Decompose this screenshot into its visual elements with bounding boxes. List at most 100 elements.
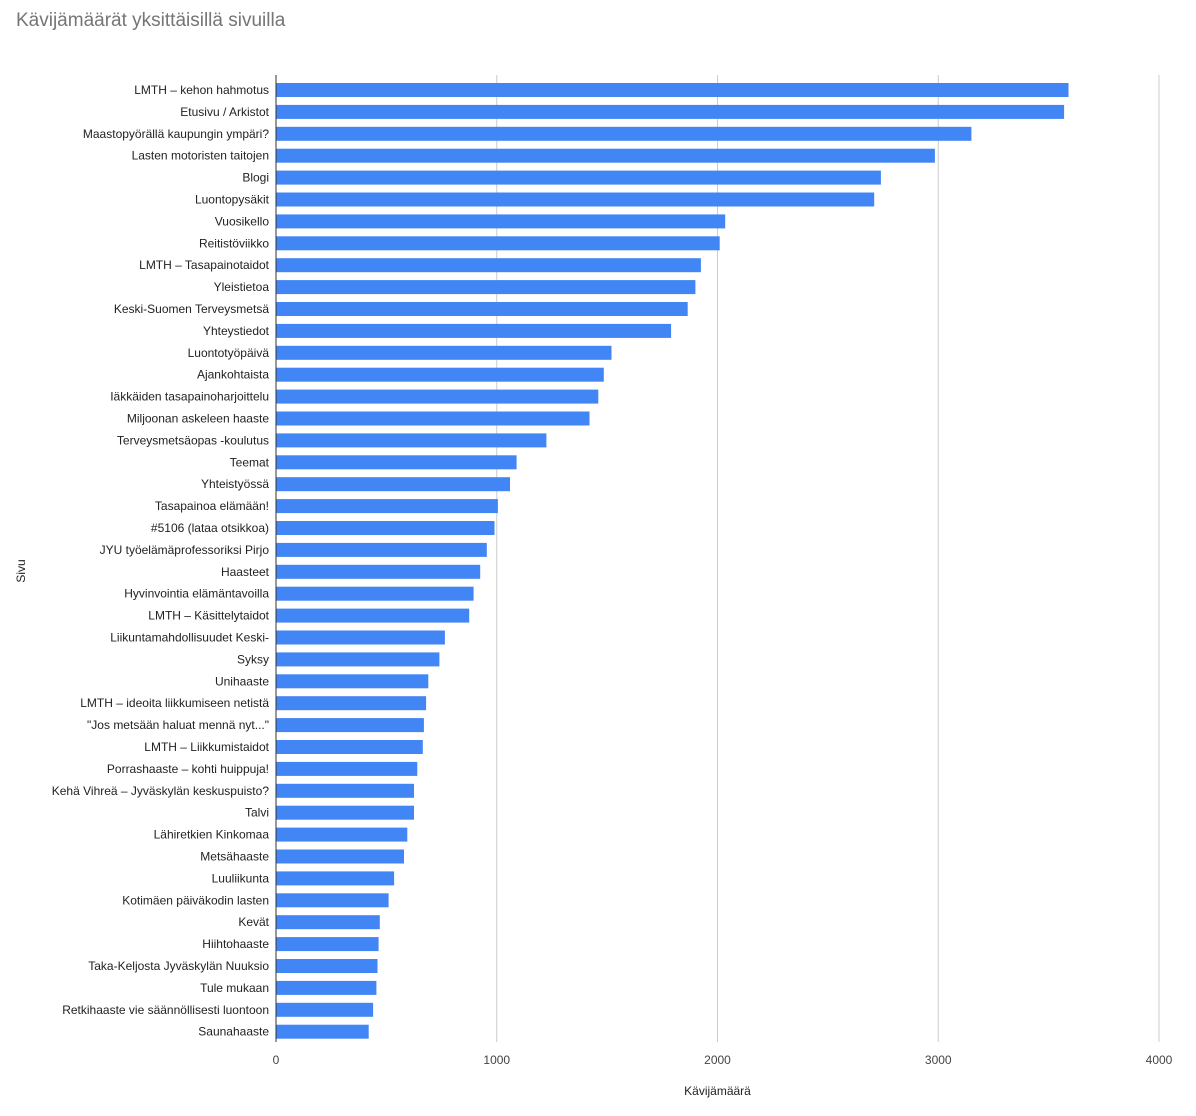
bar[interactable] [276,499,498,514]
bar[interactable] [276,959,378,973]
bar[interactable] [276,302,688,316]
category-label: Tule mukaan [200,981,269,995]
category-label: Saunahaaste [198,1025,269,1039]
bar[interactable] [276,696,427,711]
bar[interactable] [276,411,590,426]
category-label: Reitistöviikko [199,236,269,250]
category-label: Iäkkäiden tasapainoharjoittelu [110,390,269,404]
chart-title: Kävijämäärät yksittäisillä sivuilla [16,10,286,31]
category-label: "Jos metsään haluat mennä nyt..." [87,718,269,732]
category-label: Luontopysäkit [195,193,270,207]
category-label: Maastopyörällä kaupungin ympäri? [83,127,269,141]
bar[interactable] [276,586,474,601]
bar[interactable] [276,871,395,886]
bar[interactable] [276,849,404,864]
bar[interactable] [276,1024,369,1039]
category-label: Metsähaaste [200,850,269,864]
category-label: Syksy [237,652,269,666]
category-label: Terveysmetsäopas -koulutus [117,433,269,447]
category-label: LMTH – Käsittelytaidot [148,609,269,623]
bar[interactable] [276,323,672,338]
category-label: Hyvinvointia elämäntavoilla [124,587,269,601]
category-label: Luontotyöpäivä [188,346,270,360]
category-label: Ajankohtaista [197,368,269,382]
category-label: Unihaaste [215,674,269,688]
category-label: Retkihaaste vie säännöllisesti luontoon [62,1003,269,1017]
category-label: LMTH – kehon hahmotus [134,83,269,97]
bar[interactable] [276,126,972,141]
category-label: Lähiretkien Kinkomaa [154,828,270,842]
bar[interactable] [276,718,424,733]
category-label: Kehä Vihreä – Jyväskylän keskuspuisto? [52,784,270,798]
x-tick-labels: 0 1000 2000 3000 4000 [273,1053,1173,1067]
category-label: JYU työelämäprofessoriksi Pirjo [100,543,270,557]
bar[interactable] [276,740,423,754]
bar[interactable] [276,1002,374,1017]
category-label: Miljoonan askeleen haaste [127,412,269,426]
bar[interactable] [276,433,547,448]
category-label: Yleistietoa [214,280,270,294]
y-axis-title: Sivu [14,559,28,582]
bar[interactable] [276,214,726,229]
bar[interactable] [276,192,875,207]
x-tick-label: 0 [273,1053,280,1067]
category-label: Blogi [242,171,269,185]
x-tick-label: 3000 [925,1053,952,1067]
category-label: Keski-Suomen Terveysmetsä [114,302,270,316]
bar[interactable] [276,893,389,908]
category-label: Porrashaaste – kohti huippuja! [107,762,269,776]
x-tick-label: 1000 [483,1053,510,1067]
category-label: Luuliikunta [212,871,270,885]
category-label: Lasten motoristen taitojen [132,149,269,163]
x-tick-label: 4000 [1146,1053,1173,1067]
bar[interactable] [276,542,487,557]
bars [276,83,1069,1039]
bar[interactable] [276,980,377,995]
bar[interactable] [276,367,604,382]
category-label: Yhteystiedot [203,324,270,338]
x-axis-title: Kävijämäärä [684,1084,751,1098]
bar[interactable] [276,345,612,360]
bar[interactable] [276,170,881,185]
gridlines [496,75,1160,1042]
bar[interactable] [276,258,701,273]
bar[interactable] [276,630,445,645]
category-label: Talvi [245,806,269,820]
bar[interactable] [276,521,495,535]
bar[interactable] [276,915,380,930]
category-label: Haasteet [221,565,270,579]
bar[interactable] [276,455,517,470]
category-label: Teemat [230,455,270,469]
category-label: Yhteistyössä [201,477,269,491]
bar[interactable] [276,805,414,820]
category-label: Tasapainoa elämään! [155,499,269,513]
category-label: LMTH – ideoita liikkumiseen netistä [80,696,269,710]
bar[interactable] [276,827,408,842]
bar[interactable] [276,280,696,295]
category-label: LMTH – Tasapainotaidot [139,258,270,272]
bar[interactable] [276,104,1065,119]
bar[interactable] [276,608,470,623]
bar[interactable] [276,564,481,579]
bar[interactable] [276,674,429,689]
bar[interactable] [276,236,720,251]
bar[interactable] [276,148,935,163]
category-labels: LMTH – kehon hahmotus Etusivu / Arkistot M… [52,83,270,1039]
bar[interactable] [276,477,510,492]
bar[interactable] [276,783,414,798]
category-label: Kotimäen päiväkodin lasten [122,893,269,907]
category-label: #5106 (lataa otsikkoa) [151,521,269,535]
category-label: Vuosikello [215,214,270,228]
x-tick-label: 2000 [704,1053,731,1067]
bar[interactable] [276,761,418,776]
bar[interactable] [276,937,379,952]
category-label: Etusivu / Arkistot [180,105,269,119]
category-label: Kevät [238,915,269,929]
bar[interactable] [276,389,599,404]
category-label: Taka-Keljosta Jyväskylän Nuuksio [88,959,269,973]
bar[interactable] [276,83,1069,97]
category-label: LMTH – Liikkumistaidot [144,740,269,754]
bar[interactable] [276,652,440,667]
category-label: Liikuntamahdollisuudet Keski- [110,631,269,645]
